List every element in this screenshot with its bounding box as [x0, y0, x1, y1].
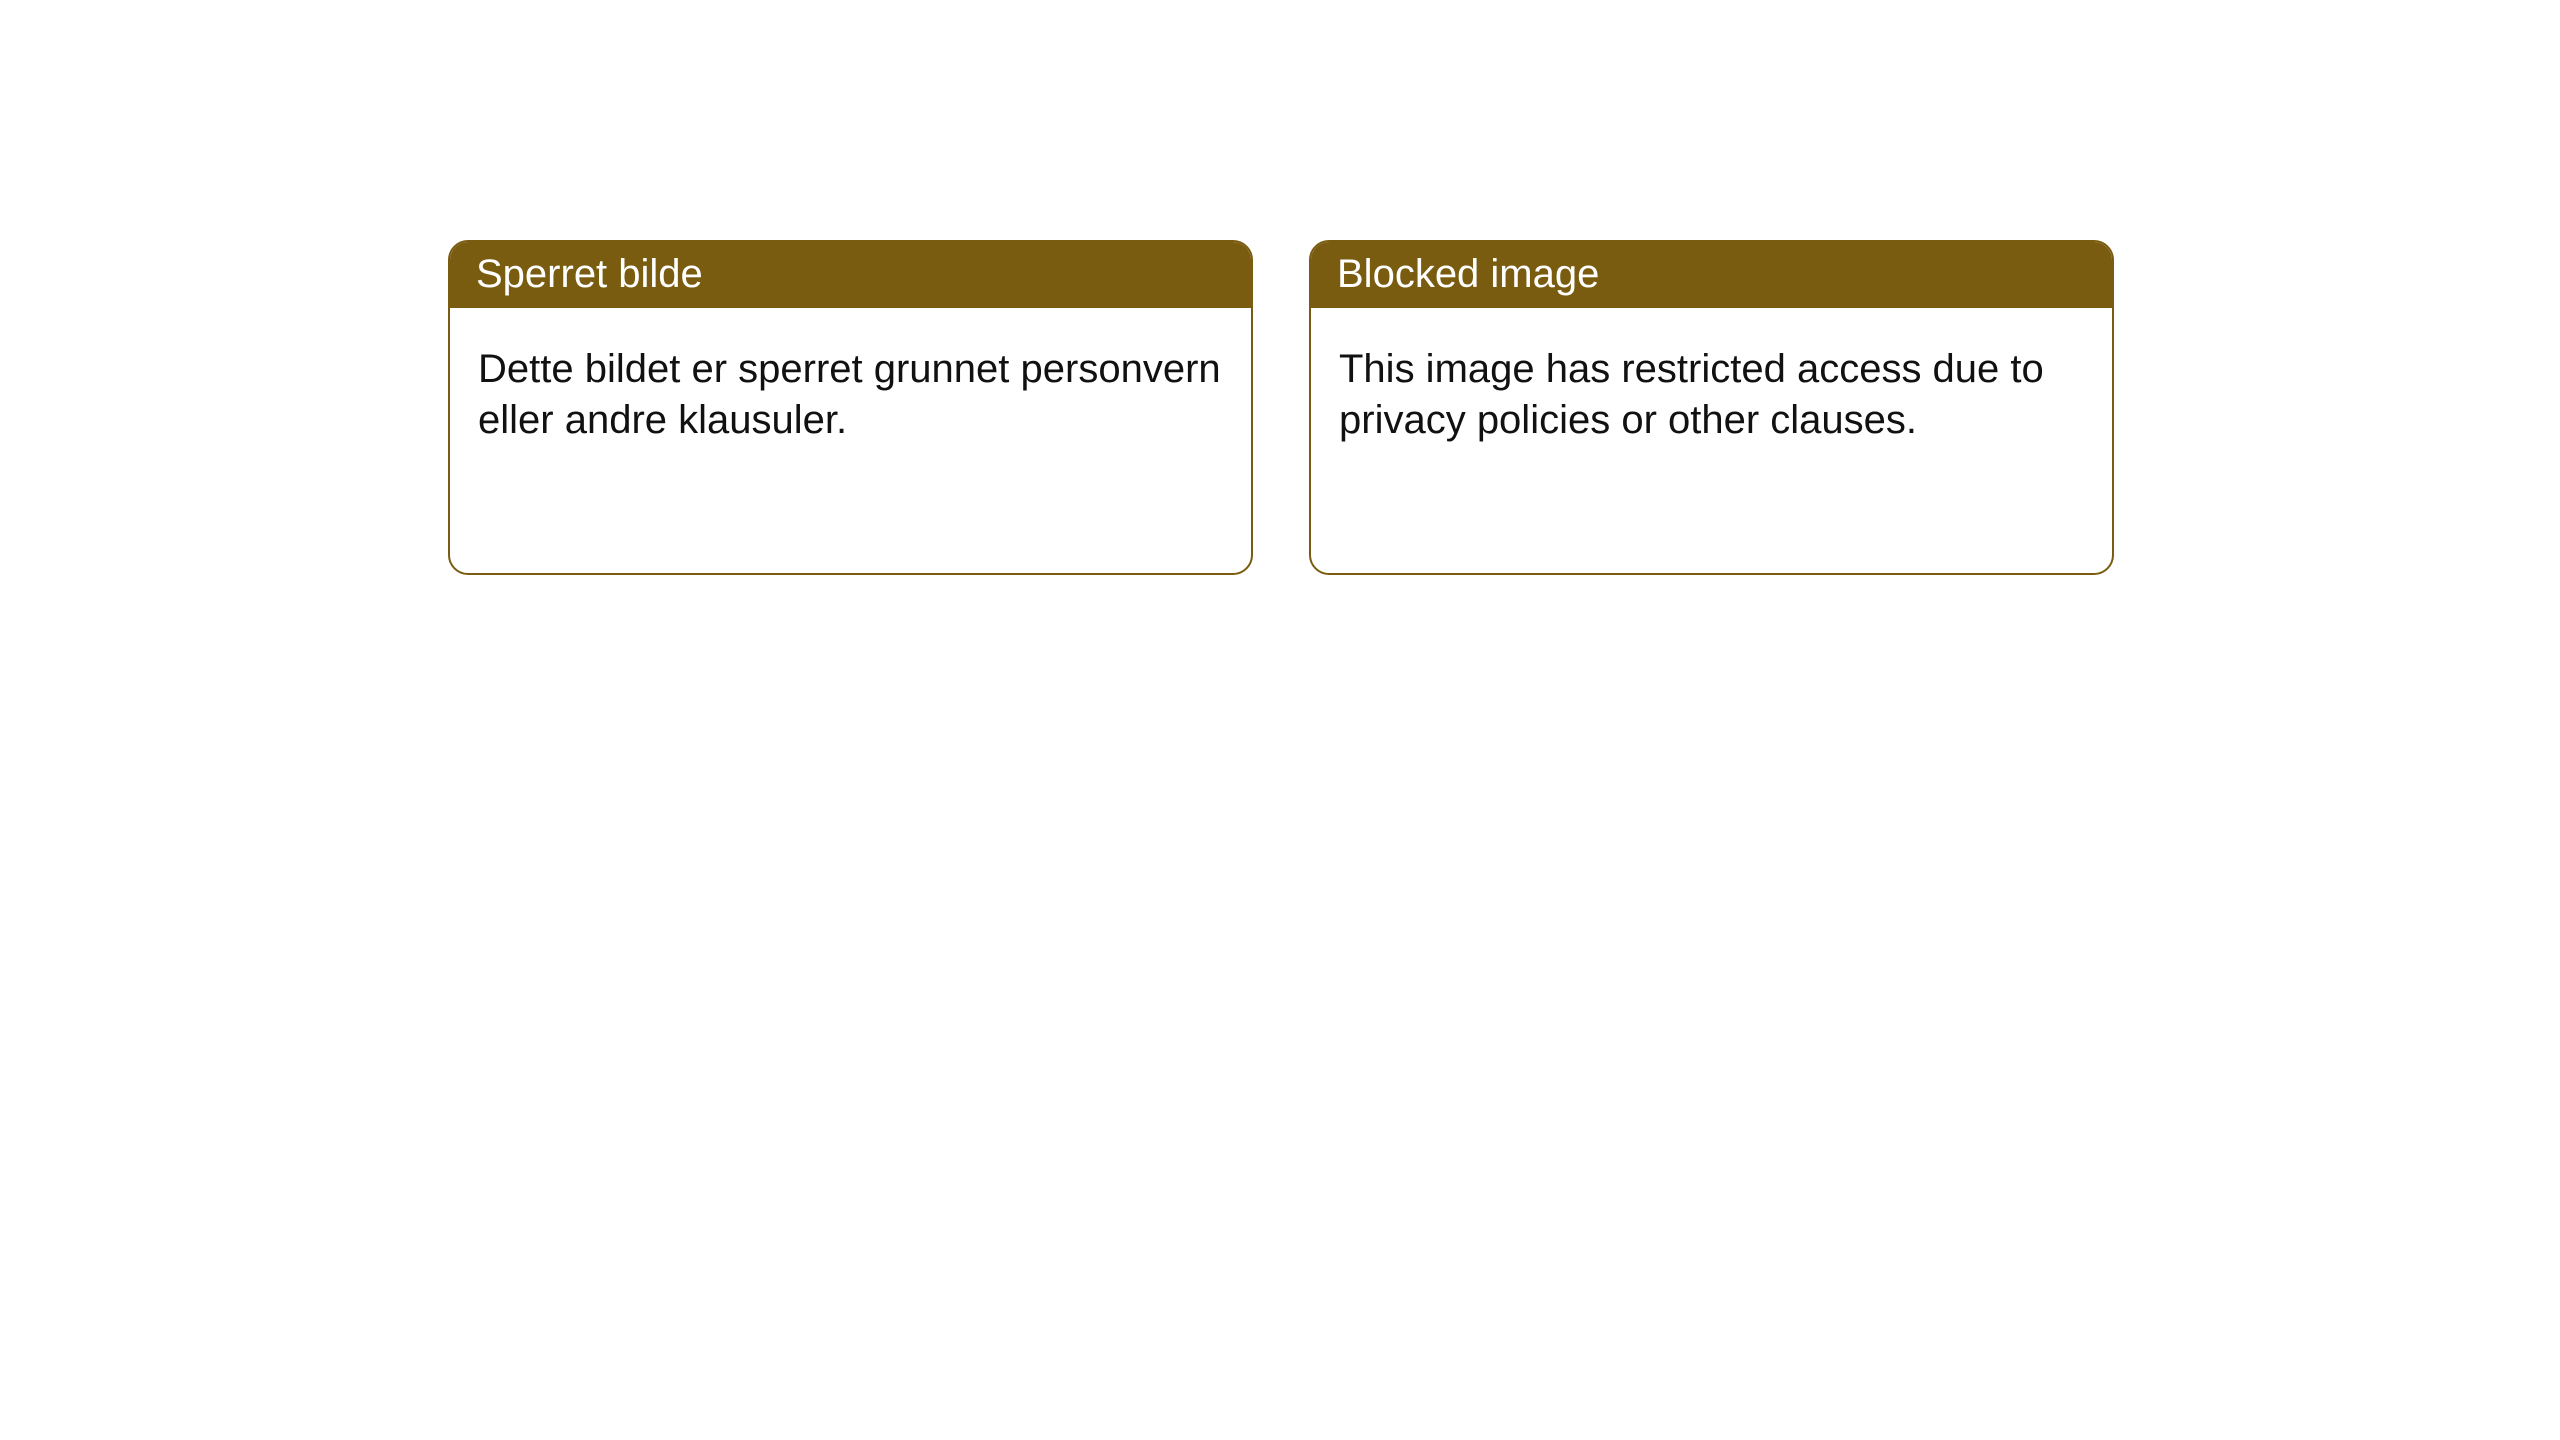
card-body-text: This image has restricted access due to … — [1311, 308, 2112, 474]
notice-card-norwegian: Sperret bilde Dette bildet er sperret gr… — [448, 240, 1253, 575]
card-body-text: Dette bildet er sperret grunnet personve… — [450, 308, 1251, 474]
notice-cards-container: Sperret bilde Dette bildet er sperret gr… — [0, 0, 2560, 575]
card-title: Sperret bilde — [450, 242, 1251, 308]
card-title: Blocked image — [1311, 242, 2112, 308]
notice-card-english: Blocked image This image has restricted … — [1309, 240, 2114, 575]
